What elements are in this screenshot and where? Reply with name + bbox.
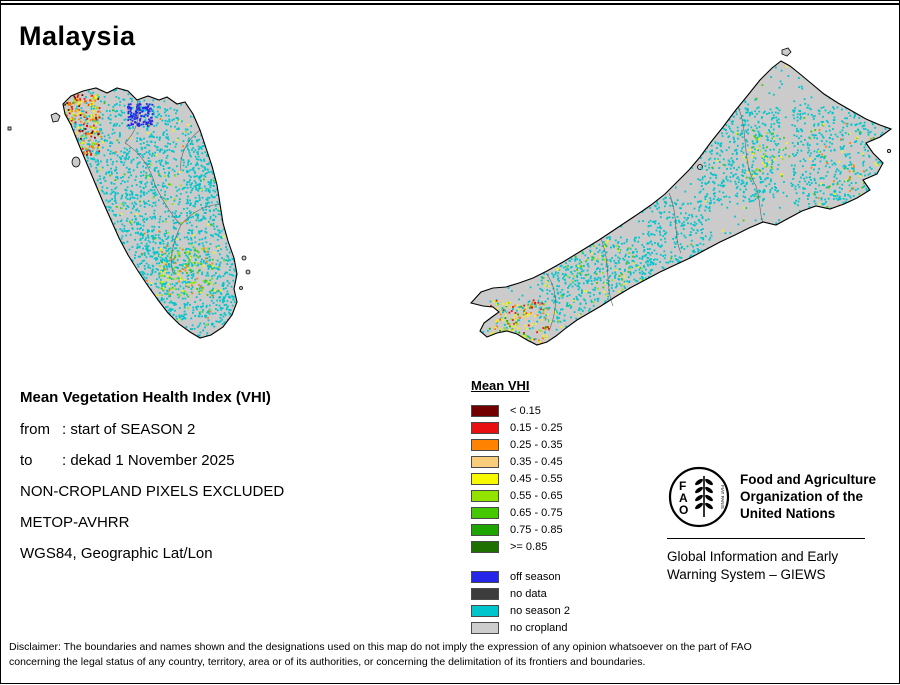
borneo-outline [471,61,891,345]
meta-noncropland-line: NON-CROPLAND PIXELS EXCLUDED [20,483,284,500]
fao-org-line: Organization of the [740,488,876,505]
borneo-islands [698,48,891,170]
peninsular-state-boundaries [125,100,220,273]
legend-label: no data [510,588,547,600]
fao-logo-letter-o: O [679,503,688,517]
meta-to-line: to: dekad 1 November 2025 [20,452,284,469]
legend-label: 0.35 - 0.45 [510,456,563,468]
legend-row: 0.65 - 0.75 [471,504,570,521]
giews-line: Warning System – GIEWS [667,566,879,584]
fao-org-name: Food and Agriculture Organization of the… [740,465,876,522]
peninsular-speckle-layer [59,89,241,340]
fao-header: F A O FIAT PANIS Food and Agriculture Or… [667,465,879,529]
legend-label: 0.45 - 0.55 [510,473,563,485]
legend-swatch [471,473,499,485]
legend-title: Mean VHI [471,378,570,393]
legend-label: no season 2 [510,605,570,617]
peninsular-islands [8,113,250,290]
legend-swatch [471,422,499,434]
legend-swatch [471,588,499,600]
disclaimer: Disclaimer: The boundaries and names sho… [9,640,893,670]
legend-label: >= 0.85 [510,541,547,553]
legend-row: no cropland [471,619,570,636]
legend-row: 0.25 - 0.35 [471,436,570,453]
top-rule [1,3,899,5]
fao-attribution: F A O FIAT PANIS Food and Agriculture Or… [667,465,879,584]
legend-extra-classes: off season no data no season 2 no cropla… [471,568,570,636]
legend-row: 0.45 - 0.55 [471,470,570,487]
legend-row: no season 2 [471,602,570,619]
legend-swatch [471,490,499,502]
map-metadata: Mean Vegetation Health Index (VHI) from:… [20,389,284,576]
legend-swatch [471,507,499,519]
legend-label: 0.15 - 0.25 [510,422,563,434]
legend-row: off season [471,568,570,585]
legend-row: >= 0.85 [471,538,570,555]
meta-heading: Mean Vegetation Health Index (VHI) [20,389,284,406]
meta-to-value: : dekad 1 November 2025 [62,452,235,469]
legend-row: 0.15 - 0.25 [471,419,570,436]
map-east-malaysia [471,48,891,348]
legend-swatch [471,405,499,417]
meta-from-line: from: start of SEASON 2 [20,421,284,438]
meta-from-value: : start of SEASON 2 [62,421,195,438]
legend-swatch [471,571,499,583]
meta-to-label: to [20,452,62,469]
legend-row: 0.75 - 0.85 [471,521,570,538]
legend-swatch [471,456,499,468]
disclaimer-line: concerning the legal status of any count… [9,655,893,670]
disclaimer-line: Disclaimer: The boundaries and names sho… [9,640,893,655]
fao-org-line: United Nations [740,505,876,522]
fao-divider [667,538,865,539]
legend-row: 0.55 - 0.65 [471,487,570,504]
fao-org-line: Food and Agriculture [740,471,876,488]
giews-name: Global Information and Early Warning Sys… [667,548,879,584]
peninsular-outline [63,88,237,338]
legend-label: no cropland [510,622,568,634]
legend-row: 0.35 - 0.45 [471,453,570,470]
peninsular-landmass [63,88,237,338]
borneo-state-boundaries [546,107,763,331]
legend-swatch [471,524,499,536]
map-peninsular-malaysia [8,88,250,341]
legend-label: 0.65 - 0.75 [510,507,563,519]
legend-swatch [471,439,499,451]
giews-line: Global Information and Early [667,548,879,566]
legend-swatch [471,541,499,553]
borneo-speckle-layer [472,61,892,347]
legend-label: 0.75 - 0.85 [510,524,563,536]
legend-label: 0.25 - 0.35 [510,439,563,451]
legend: Mean VHI < 0.15 0.15 - 0.25 0.25 - 0.35 … [471,378,570,636]
page-title: Malaysia [19,21,136,52]
legend-row: no data [471,585,570,602]
legend-label: 0.55 - 0.65 [510,490,563,502]
legend-swatch [471,605,499,617]
legend-vhi-classes: < 0.15 0.15 - 0.25 0.25 - 0.35 0.35 - 0.… [471,402,570,555]
legend-label: < 0.15 [510,405,541,417]
meta-projection-line: WGS84, Geographic Lat/Lon [20,545,284,562]
meta-from-label: from [20,421,62,438]
fao-logo-motto: FIAT PANIS [720,485,725,509]
fao-logo: F A O FIAT PANIS [667,465,731,529]
legend-swatch [471,622,499,634]
legend-row: < 0.15 [471,402,570,419]
borneo-landmass [471,61,891,345]
meta-sensor-line: METOP-AVHRR [20,514,284,531]
legend-label: off season [510,571,561,583]
